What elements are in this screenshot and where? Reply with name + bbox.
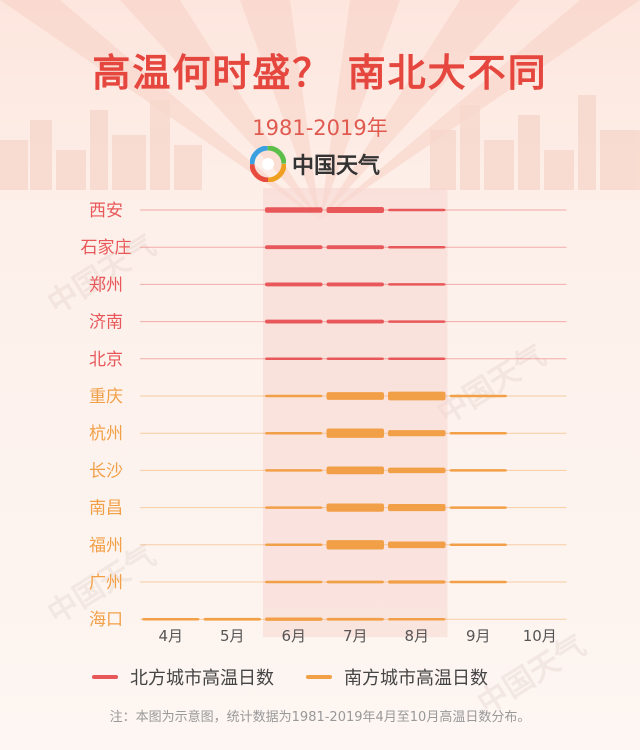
legend-label-south: 南方城市高温日数	[344, 668, 488, 689]
heat-bar	[449, 543, 507, 547]
heat-bar	[388, 245, 446, 249]
heat-bar	[388, 320, 446, 323]
heat-bar	[326, 245, 384, 250]
heat-bar	[388, 208, 446, 212]
heat-bar	[265, 207, 323, 213]
page-subtitle: 1981-2019年	[252, 116, 388, 140]
brand: 中国天气	[250, 144, 380, 184]
heat-bar	[142, 617, 200, 621]
heat-bar	[388, 617, 446, 621]
month-tick-label: 10月	[523, 627, 557, 645]
heat-bar	[449, 580, 507, 584]
heat-bar	[265, 431, 323, 435]
legend-item-south: 南方城市高温日数	[306, 664, 488, 690]
heat-bar	[326, 580, 384, 584]
page-title: 高温何时盛？ 南北大不同	[92, 51, 548, 95]
brand-name: 中国天气	[292, 154, 381, 179]
month-tick-label: 4月	[158, 627, 183, 645]
heat-bar	[265, 580, 323, 584]
heat-bar	[265, 469, 323, 472]
legend-item-north: 北方城市高温日数	[92, 664, 274, 690]
heat-bar	[326, 319, 384, 324]
city-label: 重庆	[89, 387, 123, 407]
peak-season-highlight	[263, 188, 448, 638]
heat-bar	[265, 319, 323, 324]
heat-bar	[326, 503, 384, 512]
city-label: 福州	[89, 536, 123, 556]
city-label: 西安	[89, 201, 123, 221]
heat-bar	[388, 504, 446, 512]
heat-bar	[388, 580, 446, 584]
china-weather-swirl-logo-icon	[250, 146, 286, 182]
city-label: 广州	[89, 573, 123, 593]
legend-swatch-north	[92, 675, 118, 679]
heat-bar	[326, 540, 384, 550]
month-tick-label: 7月	[343, 627, 368, 645]
city-label: 杭州	[89, 424, 123, 444]
legend-label-north: 北方城市高温日数	[130, 668, 274, 689]
heat-bar	[265, 394, 323, 398]
heat-bar	[388, 391, 446, 401]
heat-bar	[265, 282, 323, 287]
city-label: 长沙	[89, 461, 123, 481]
heat-bar	[326, 428, 384, 438]
heat-bar	[326, 357, 384, 361]
footnote: 注：本图为示意图，统计数据为1981-2019年4月至10月高温日数分布。	[109, 710, 531, 725]
city-skyline	[0, 95, 640, 190]
heat-bar	[265, 617, 323, 621]
heat-bar	[203, 617, 261, 621]
heat-bar	[388, 467, 446, 474]
city-label: 南昌	[89, 499, 123, 519]
month-tick-label: 6月	[281, 627, 306, 645]
heat-bar	[326, 392, 384, 400]
heat-bar	[388, 541, 446, 549]
heat-bar	[388, 357, 446, 361]
legend-swatch-south	[306, 675, 332, 679]
heat-bar	[449, 431, 507, 435]
month-tick-label: 5月	[220, 627, 245, 645]
heat-bar	[326, 206, 384, 214]
heat-bar	[326, 282, 384, 287]
city-label: 济南	[89, 313, 123, 333]
city-label: 海口	[89, 610, 123, 630]
month-tick-label: 9月	[466, 627, 491, 645]
heat-bar	[265, 245, 323, 250]
heat-bar	[388, 430, 446, 437]
city-label: 石家庄	[81, 238, 132, 258]
city-label: 郑州	[89, 275, 123, 295]
heat-bar	[326, 617, 384, 621]
heat-bar	[449, 506, 507, 509]
city-label: 北京	[89, 350, 123, 370]
month-tick-label: 8月	[404, 627, 429, 645]
heat-bar	[265, 506, 323, 509]
heat-bar	[388, 283, 446, 286]
legend: 北方城市高温日数 南方城市高温日数	[0, 664, 640, 690]
heat-bar	[449, 469, 507, 472]
heat-bar	[449, 394, 507, 398]
heat-bar	[326, 466, 384, 475]
heat-bar	[265, 357, 323, 361]
heat-bar	[265, 543, 323, 547]
